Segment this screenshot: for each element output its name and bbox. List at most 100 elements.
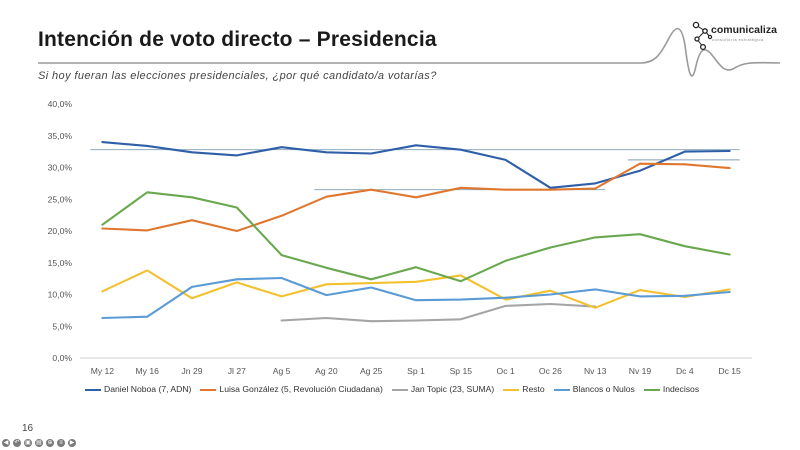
x-tick-label: My 12 (91, 366, 115, 376)
data-point-luisa-gonzalez-5-revolucion-ciudadana (639, 162, 641, 165)
data-point-resto (235, 281, 238, 284)
data-point-indecisos (728, 253, 731, 256)
data-point-resto (728, 288, 731, 291)
presentation-toolbar: ◀ ↶ ▣ ▤ ⊕ ≡ ▶ (2, 439, 76, 447)
page-title: Intención de voto directo – Presidencia (38, 28, 437, 51)
data-point-resto (504, 298, 507, 301)
data-point-jan-topic-23-suma (504, 305, 507, 307)
data-point-indecisos (325, 266, 328, 269)
line-chart: 0,0% 5,0% 10,0% 15,0% 20,0% 25,0% 30,0% 35,0% 40… (48, 99, 752, 376)
x-tick-label: Sp 1 (407, 366, 425, 376)
data-point-luisa-gonzalez-5-revolucion-ciudadana (549, 188, 552, 191)
data-point-daniel-noboa-7-adn (325, 151, 328, 154)
data-point-blancos-o-nulos (549, 293, 552, 296)
legend-label: Resto (522, 384, 545, 394)
data-point-blancos-o-nulos (101, 317, 104, 319)
zoom-icon[interactable]: ⊕ (46, 439, 54, 447)
legend-label: Jan Topic (23, SUMA) (410, 384, 495, 394)
data-point-daniel-noboa-7-adn (683, 150, 686, 153)
data-point-indecisos (280, 254, 283, 257)
data-point-luisa-gonzalez-5-revolucion-ciudadana (415, 196, 417, 199)
x-tick-label: Oc 1 (497, 366, 515, 376)
data-point-indecisos (639, 233, 641, 236)
copy-icon[interactable]: ▣ (24, 439, 32, 447)
legend-item: Blancos o Nulos (553, 384, 635, 394)
legend-swatch (391, 388, 408, 391)
data-point-luisa-gonzalez-5-revolucion-ciudadana (683, 163, 686, 166)
data-point-jan-topic-23-suma (549, 303, 552, 305)
data-point-indecisos (504, 259, 507, 262)
data-point-resto (325, 283, 328, 286)
data-point-jan-topic-23-suma (370, 320, 373, 323)
data-point-jan-topic-23-suma (459, 318, 462, 321)
y-tick-label: 25,0% (48, 194, 73, 204)
data-point-blancos-o-nulos (191, 285, 193, 288)
data-point-indecisos (235, 206, 238, 209)
data-point-jan-topic-23-suma (325, 317, 328, 319)
data-point-indecisos (683, 245, 686, 248)
data-point-blancos-o-nulos (325, 294, 328, 297)
data-point-resto (459, 274, 462, 277)
y-tick-label: 40,0% (48, 99, 73, 109)
data-point-blancos-o-nulos (728, 291, 731, 293)
logo-text: comunicaliza (711, 24, 777, 36)
x-tick-label: Oc 26 (539, 366, 562, 376)
legend-swatch (643, 388, 660, 391)
data-point-luisa-gonzalez-5-revolucion-ciudadana (459, 186, 462, 189)
data-point-resto (191, 297, 193, 300)
data-point-resto (146, 269, 149, 272)
x-tick-label: Jl 27 (228, 366, 246, 376)
data-point-daniel-noboa-7-adn (504, 158, 507, 161)
data-point-daniel-noboa-7-adn (728, 150, 731, 152)
data-point-daniel-noboa-7-adn (146, 145, 149, 147)
x-tick-label: Ag 5 (273, 366, 291, 376)
data-point-blancos-o-nulos (594, 288, 597, 291)
data-point-resto (639, 289, 641, 291)
data-point-daniel-noboa-7-adn (415, 144, 417, 147)
data-point-resto (415, 280, 417, 283)
legend-swatch (85, 388, 101, 391)
x-tick-label: Ag 25 (360, 366, 383, 376)
data-point-indecisos (101, 223, 104, 226)
data-point-blancos-o-nulos (504, 296, 507, 299)
data-point-daniel-noboa-7-adn (639, 169, 641, 172)
previous-icon[interactable]: ◀ (2, 439, 10, 447)
series-line-resto (101, 269, 731, 309)
data-point-luisa-gonzalez-5-revolucion-ciudadana (325, 195, 328, 198)
data-point-blancos-o-nulos (235, 278, 238, 281)
data-point-jan-topic-23-suma (415, 319, 417, 322)
back-icon[interactable]: ↶ (13, 439, 21, 447)
header-wave-line (38, 27, 781, 77)
menu-icon[interactable]: ≡ (57, 439, 65, 447)
data-point-blancos-o-nulos (639, 295, 641, 298)
legend-item: Indecisos (643, 384, 700, 394)
slides-icon[interactable]: ▤ (35, 439, 43, 447)
legend-label: Blancos o Nulos (572, 384, 635, 394)
data-point-indecisos (370, 278, 373, 281)
header-rule (38, 27, 781, 77)
legend-item: Resto (503, 384, 545, 394)
data-point-luisa-gonzalez-5-revolucion-ciudadana (101, 227, 104, 230)
legend-item: Luisa González (5, Revolución Ciudadana) (200, 384, 383, 394)
data-point-daniel-noboa-7-adn (191, 151, 193, 154)
data-point-daniel-noboa-7-adn (370, 152, 373, 155)
y-tick-label: 35,0% (48, 131, 73, 141)
data-point-blancos-o-nulos (683, 294, 686, 297)
data-point-blancos-o-nulos (146, 315, 149, 318)
next-icon[interactable]: ▶ (68, 439, 76, 447)
data-point-luisa-gonzalez-5-revolucion-ciudadana (280, 214, 283, 217)
data-point-daniel-noboa-7-adn (101, 141, 104, 143)
y-tick-label: 0,0% (52, 353, 72, 363)
data-point-indecisos (191, 196, 193, 199)
data-point-resto (280, 295, 283, 298)
legend-item: Jan Topic (23, SUMA) (391, 384, 495, 394)
data-point-blancos-o-nulos (280, 277, 283, 279)
legend-item: Daniel Noboa (7, ADN) (85, 384, 191, 394)
x-tick-label: Dc 4 (676, 366, 694, 376)
data-point-resto (370, 282, 373, 284)
data-point-daniel-noboa-7-adn (280, 146, 283, 149)
legend-label: Luisa González (5, Revolución Ciudadana) (219, 384, 383, 394)
legend-label: Indecisos (662, 384, 700, 394)
data-point-daniel-noboa-7-adn (459, 148, 462, 151)
series-line-jan-topic-23-suma (280, 302, 597, 323)
